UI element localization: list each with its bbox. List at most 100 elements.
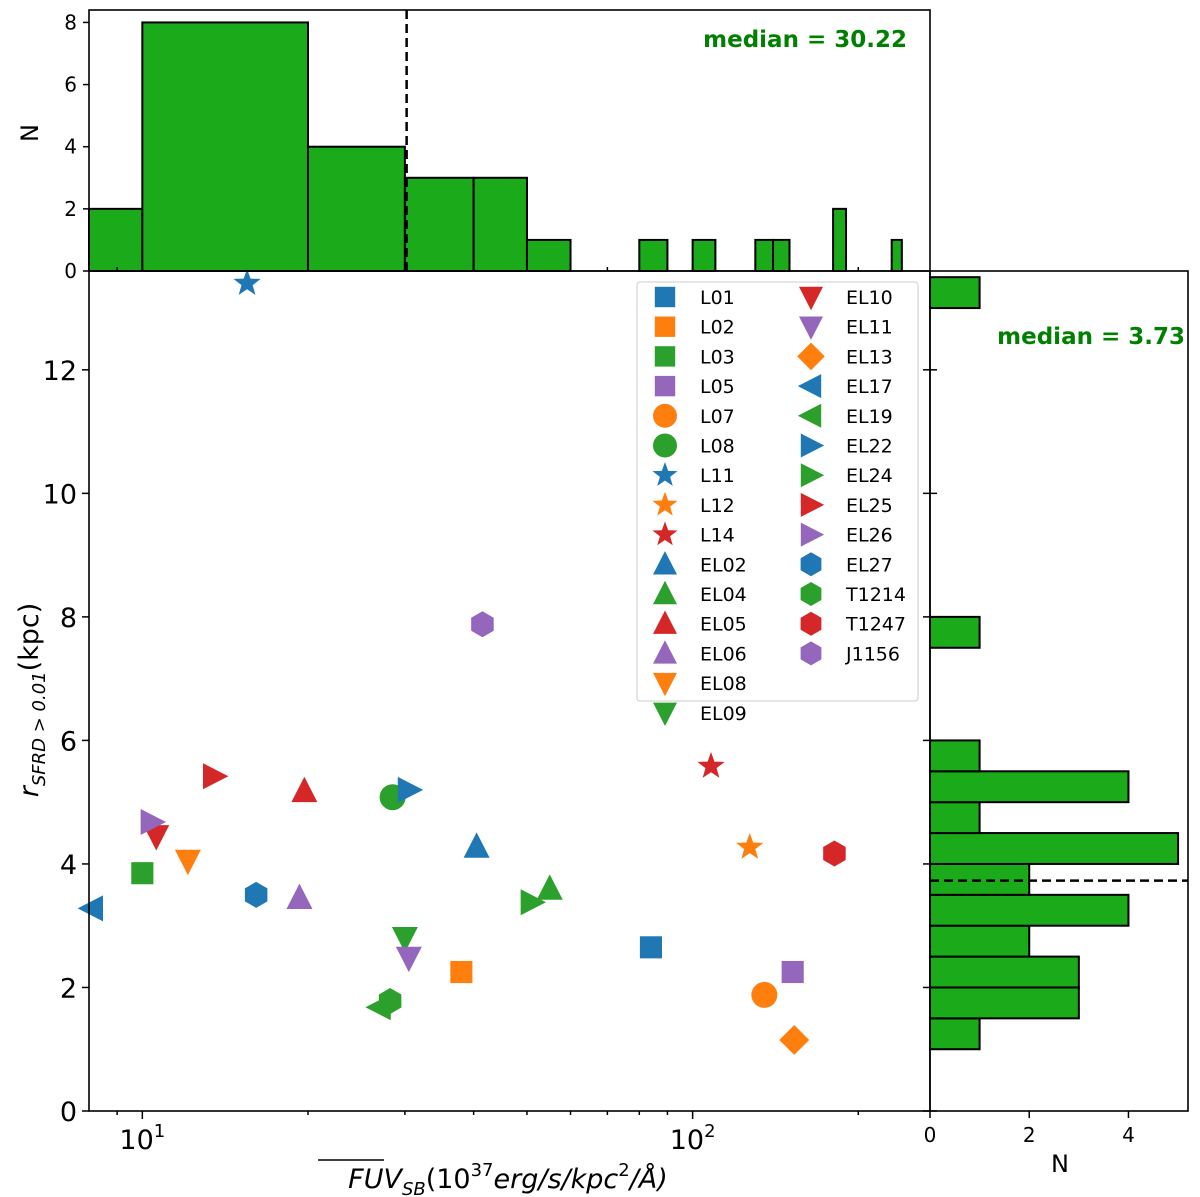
legend-item-L11: L11 xyxy=(652,462,735,487)
scatter-point-EL22 xyxy=(397,776,424,803)
scatter-point-L12 xyxy=(736,832,764,859)
legend-item-EL06: EL06 xyxy=(653,640,747,665)
legend-frame xyxy=(636,281,919,702)
marker-square xyxy=(654,346,676,367)
marker-triangle-up xyxy=(291,776,318,803)
marker-star xyxy=(736,832,764,859)
marker-star xyxy=(697,752,725,778)
legend-item-EL11: EL11 xyxy=(799,316,893,340)
right-hist-bar xyxy=(929,276,981,310)
top-hist-ylabel: N xyxy=(16,124,44,142)
legend-item-L05: L05 xyxy=(654,375,735,398)
legend-label: EL26 xyxy=(846,525,893,547)
scatter-point-L03 xyxy=(131,862,154,885)
legend-item-T1214: T1214 xyxy=(800,582,906,606)
legend-item-EL17: EL17 xyxy=(797,374,893,399)
legend-label: EL11 xyxy=(846,317,893,339)
scatter-point-EL24 xyxy=(520,889,547,916)
top-hist-bar xyxy=(754,238,775,273)
legend-label: T1247 xyxy=(845,614,906,636)
marker-triangle-down xyxy=(799,286,823,311)
marker-triangle-right xyxy=(140,808,167,835)
top-hist-bar xyxy=(691,238,717,273)
marker-triangle-up xyxy=(536,874,563,900)
scatter-ytick-label: 12 xyxy=(43,356,77,387)
legend-item-L14: L14 xyxy=(652,521,735,547)
right-hist-bar xyxy=(929,739,981,773)
top-hist-bar xyxy=(88,207,144,273)
marker-square xyxy=(654,286,676,308)
legend-label: EL08 xyxy=(700,673,747,695)
legend-item-L12: L12 xyxy=(652,491,735,517)
marker-triangle-up xyxy=(286,883,313,909)
scatter-point-L02 xyxy=(450,960,473,984)
legend-item-EL26: EL26 xyxy=(800,522,893,547)
marker-square xyxy=(639,936,663,959)
right-hist-bar xyxy=(929,615,981,649)
marker-circle xyxy=(653,433,677,458)
legend-label: EL05 xyxy=(700,614,747,636)
legend-label: L02 xyxy=(700,317,735,339)
marker-triangle-up xyxy=(463,832,490,858)
marker-triangle-down xyxy=(174,849,201,876)
legend-label: L11 xyxy=(700,465,735,487)
scatter-ytick-label: 8 xyxy=(60,603,77,634)
legend-item-EL04: EL04 xyxy=(653,580,747,606)
marker-triangle-right xyxy=(800,522,825,547)
legend-item-EL13: EL13 xyxy=(797,342,893,371)
legend-item-EL05: EL05 xyxy=(653,610,747,636)
scatter-point-L11 xyxy=(233,269,261,295)
marker-square xyxy=(131,862,154,885)
marker-hexagon xyxy=(244,881,268,908)
scatter-point-T1214 xyxy=(378,988,402,1015)
marker-triangle-right xyxy=(397,776,424,803)
marker-triangle-right xyxy=(203,763,229,790)
legend-label: L07 xyxy=(700,406,735,428)
legend-label: L08 xyxy=(700,436,735,458)
right-hist-xlabel: N xyxy=(1051,1150,1069,1178)
marker-hexagon xyxy=(823,840,846,867)
legend-label: L03 xyxy=(700,346,735,368)
xlabel-subscript: SB xyxy=(402,1179,426,1197)
legend-item-EL09: EL09 xyxy=(653,702,747,726)
scatter-points xyxy=(77,269,846,1055)
marker-square xyxy=(654,375,676,397)
legend-label: L14 xyxy=(700,525,735,547)
legend-item-J1156: J1156 xyxy=(800,641,900,666)
right-hist-frame xyxy=(929,270,1189,1112)
marker-circle xyxy=(751,981,778,1008)
scatter-point-L07 xyxy=(751,981,778,1008)
marker-star xyxy=(652,521,678,546)
right-hist-bar xyxy=(929,832,1180,865)
legend-label: J1156 xyxy=(845,643,900,665)
xlabel-exponent-2: 2 xyxy=(618,1160,629,1181)
legend-item-EL08: EL08 xyxy=(653,672,747,697)
right-xtick-label: 0 xyxy=(924,1123,937,1147)
scatter-ytick-label: 4 xyxy=(60,850,77,881)
legend-label: EL13 xyxy=(846,346,893,368)
legend-label: EL04 xyxy=(700,584,747,606)
legend-label: L12 xyxy=(700,495,735,517)
legend-item-EL27: EL27 xyxy=(800,552,893,577)
xlabel-unit-post: erg/s/kpc xyxy=(494,1164,619,1195)
marker-triangle-down xyxy=(653,672,677,697)
marker-square xyxy=(450,960,473,984)
xlabel-exponent: 37 xyxy=(471,1160,494,1181)
legend-label: EL24 xyxy=(846,465,893,487)
legend-item-EL24: EL24 xyxy=(800,463,893,488)
right-hist-bar xyxy=(929,770,1130,804)
marker-triangle-left xyxy=(797,403,822,428)
top-hist-bar xyxy=(472,176,528,273)
scatter-point-EL25 xyxy=(203,763,229,790)
legend-label: EL09 xyxy=(700,703,747,725)
xtick-base: 10 xyxy=(119,1125,153,1156)
scatter-point-EL13 xyxy=(779,1025,810,1055)
top-hist-bar xyxy=(832,207,848,273)
right-median-label: median = 3.73 xyxy=(997,324,1185,350)
ylabel-unit: (kpc) xyxy=(14,603,45,672)
ylabel-subscript: SFRD > 0.01 xyxy=(29,671,50,786)
legend-item-L01: L01 xyxy=(654,286,735,309)
right-hist-bar xyxy=(929,801,981,835)
